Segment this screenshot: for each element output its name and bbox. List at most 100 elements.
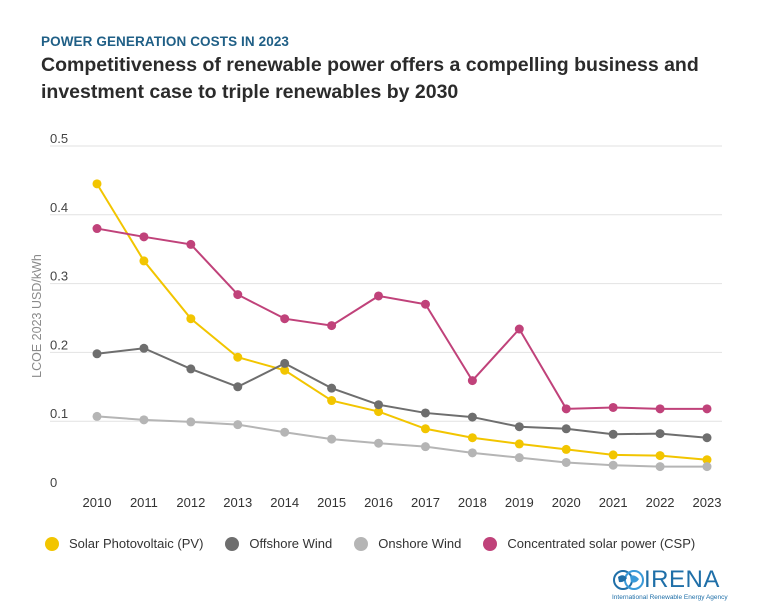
chart-kicker: POWER GENERATION COSTS IN 2023 (41, 34, 290, 49)
data-point (561, 444, 571, 454)
x-tick-label: 2012 (176, 495, 205, 510)
chart-title: Competitiveness of renewable power offer… (41, 54, 699, 103)
data-point (233, 382, 243, 392)
data-point (92, 179, 102, 189)
data-point (280, 358, 290, 368)
x-tick-label: 2010 (83, 495, 112, 510)
y-axis-ticks: 0 0.1 0.2 0.3 0.4 0.5 (50, 131, 68, 490)
series-3 (92, 224, 712, 414)
line-chart: 00.10.20.30.40.5 LCOE 2023 USD/kWh 2010 2… (30, 131, 722, 510)
data-point (514, 324, 524, 334)
data-point (467, 376, 477, 386)
data-point (420, 299, 430, 309)
data-point (233, 420, 243, 430)
data-point (514, 453, 524, 463)
data-point (139, 256, 149, 266)
x-tick-label: 2022 (646, 495, 675, 510)
legend-item-csp: Concentrated solar power (CSP) (483, 536, 695, 551)
data-point (186, 239, 196, 249)
y-tick-label: 0.1 (50, 406, 68, 421)
x-tick-label: 2013 (223, 495, 252, 510)
irena-logo: IRENA International Renewable Energy Age… (612, 566, 742, 606)
legend-label: Solar Photovoltaic (PV) (69, 536, 204, 551)
data-point (327, 321, 337, 331)
data-point (608, 429, 618, 439)
data-point (514, 422, 524, 432)
data-point (561, 424, 571, 434)
data-point (702, 462, 712, 472)
series-line (96, 347, 708, 439)
data-point (186, 417, 196, 427)
data-point (561, 457, 571, 467)
data-point (702, 455, 712, 465)
gridlines (50, 145, 722, 422)
x-tick-label: 2020 (552, 495, 581, 510)
data-point (92, 224, 102, 234)
legend-marker (225, 536, 240, 551)
series-line (96, 415, 707, 468)
data-point (702, 404, 712, 414)
legend-item-solar-pv: Solar Photovoltaic (PV) (45, 536, 203, 551)
legend-label: Onshore Wind (378, 536, 462, 551)
series-line (96, 227, 707, 410)
data-point (327, 383, 337, 393)
series-0 (92, 179, 712, 465)
y-tick-label: 0.4 (50, 200, 68, 215)
legend-marker (354, 536, 369, 551)
data-point (420, 408, 430, 418)
series-2 (92, 411, 712, 472)
data-point (374, 407, 384, 417)
y-tick-label: 0.5 (50, 131, 68, 146)
series-1 (92, 343, 712, 443)
legend-marker (483, 536, 498, 551)
x-tick-label: 2016 (364, 495, 393, 510)
data-point (139, 232, 149, 242)
data-point (327, 396, 337, 406)
x-tick-label: 2023 (693, 495, 722, 510)
data-point (280, 314, 290, 324)
data-point (655, 429, 665, 439)
logo-subtitle: International Renewable Energy Agency (612, 594, 728, 601)
data-point (280, 427, 290, 437)
data-point (92, 349, 102, 359)
data-point (327, 434, 337, 444)
x-tick-label: 2014 (270, 495, 299, 510)
data-point (280, 365, 290, 375)
x-tick-label: 2015 (317, 495, 346, 510)
data-point (139, 343, 149, 353)
data-point (608, 402, 618, 412)
data-point (420, 424, 430, 434)
x-tick-label: 2017 (411, 495, 440, 510)
legend-item-offshore-wind: Offshore Wind (225, 536, 332, 551)
data-point (467, 448, 477, 458)
data-point (467, 433, 477, 443)
data-point (420, 442, 430, 452)
legend: Solar Photovoltaic (PV) Offshore Wind On… (45, 536, 717, 551)
y-tick-label: 0.2 (50, 337, 68, 352)
data-point (608, 450, 618, 460)
data-point (561, 404, 571, 414)
x-tick-label: 2018 (458, 495, 487, 510)
data-point (92, 411, 102, 421)
y-tick-label: 0.3 (50, 269, 68, 284)
x-axis-ticks: 2010 2011 2012 2013 2014 2015 2016 2017 2018 2019… (83, 495, 722, 510)
x-tick-label: 2021 (599, 495, 628, 510)
data-point (655, 451, 665, 461)
legend-label: Concentrated solar power (CSP) (507, 536, 696, 551)
data-point (655, 404, 665, 414)
data-point (608, 460, 618, 470)
x-tick-label: 2019 (505, 495, 534, 510)
data-point (655, 462, 665, 472)
series-line (96, 183, 708, 461)
series (92, 179, 712, 472)
data-point (467, 412, 477, 422)
data-point (186, 314, 196, 324)
legend-marker (45, 536, 59, 551)
x-tick-label: 2011 (130, 495, 158, 510)
data-point (233, 352, 243, 362)
y-axis-label: LCOE 2023 USD/kWh (30, 254, 44, 378)
data-point (233, 290, 243, 300)
logo-wordmark: IRENA (644, 566, 720, 593)
data-point (374, 438, 384, 448)
data-point (139, 415, 149, 425)
